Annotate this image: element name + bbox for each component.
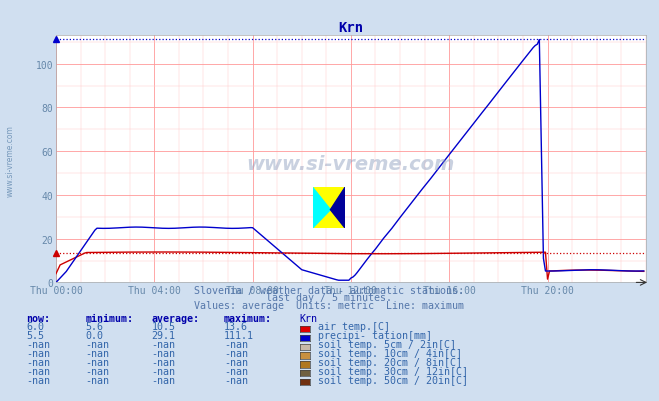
Text: -nan: -nan [86,357,109,367]
Text: -nan: -nan [152,366,175,376]
Title: Krn: Krn [338,21,364,35]
Text: -nan: -nan [224,348,248,358]
Text: -nan: -nan [26,375,50,385]
Text: 29.1: 29.1 [152,330,175,340]
Text: -nan: -nan [86,366,109,376]
Text: soil temp. 5cm / 2in[C]: soil temp. 5cm / 2in[C] [318,339,456,349]
Text: -nan: -nan [86,339,109,349]
Text: Values: average  Units: metric  Line: maximum: Values: average Units: metric Line: maxi… [194,300,465,310]
Text: average:: average: [152,314,200,324]
Text: 5.5: 5.5 [26,330,44,340]
Text: 5.6: 5.6 [86,322,103,332]
Text: soil temp. 10cm / 4in[C]: soil temp. 10cm / 4in[C] [318,348,463,358]
Text: -nan: -nan [26,339,50,349]
Text: 13.6: 13.6 [224,322,248,332]
Text: -nan: -nan [26,366,50,376]
Text: 10.5: 10.5 [152,322,175,332]
Text: minimum:: minimum: [86,314,134,324]
Text: soil temp. 30cm / 12in[C]: soil temp. 30cm / 12in[C] [318,366,469,376]
Text: now:: now: [26,314,50,324]
Text: -nan: -nan [152,348,175,358]
Text: -nan: -nan [26,348,50,358]
Text: Slovenia / weather data - automatic stations.: Slovenia / weather data - automatic stat… [194,286,465,296]
Text: soil temp. 50cm / 20in[C]: soil temp. 50cm / 20in[C] [318,375,469,385]
Text: -nan: -nan [26,357,50,367]
Text: -nan: -nan [86,375,109,385]
Text: 0.0: 0.0 [86,330,103,340]
Text: -nan: -nan [224,357,248,367]
Text: -nan: -nan [152,339,175,349]
Text: -nan: -nan [86,348,109,358]
Text: -nan: -nan [152,357,175,367]
Text: -nan: -nan [224,366,248,376]
Text: 6.0: 6.0 [26,322,44,332]
Text: maximum:: maximum: [224,314,272,324]
Text: precipi- tation[mm]: precipi- tation[mm] [318,330,432,340]
Text: last day / 5 minutes.: last day / 5 minutes. [266,293,393,303]
Text: -nan: -nan [152,375,175,385]
Text: www.si-vreme.com: www.si-vreme.com [246,155,455,174]
Text: Krn: Krn [300,314,318,324]
Text: -nan: -nan [224,375,248,385]
Text: www.si-vreme.com: www.si-vreme.com [5,125,14,196]
Text: air temp.[C]: air temp.[C] [318,322,390,332]
Text: soil temp. 20cm / 8in[C]: soil temp. 20cm / 8in[C] [318,357,463,367]
Text: 111.1: 111.1 [224,330,254,340]
Text: -nan: -nan [224,339,248,349]
